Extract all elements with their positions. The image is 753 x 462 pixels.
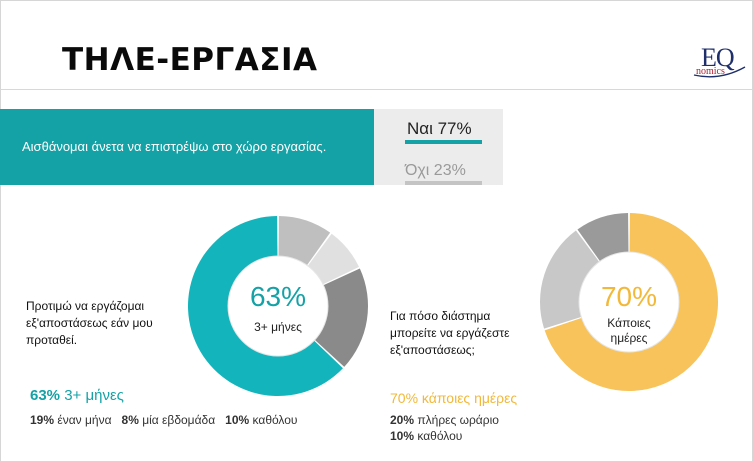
yes-underline — [405, 140, 482, 144]
left-detail-label: μία εβδομάδα — [138, 413, 216, 427]
statement-banner — [0, 109, 374, 185]
right-detail-row: 20% πλήρες ωράριο — [390, 412, 499, 428]
left-donut-slice — [305, 233, 360, 286]
left-detail-label: έναν μήνα — [54, 413, 112, 427]
right-donut-hole — [578, 251, 680, 353]
left-center-label: 3+ μήνες — [254, 320, 302, 334]
logo-eq-text: EQ — [701, 43, 735, 72]
right-detail-label: πλήρες ωράριο — [414, 413, 499, 427]
right-center-percent: 70% — [600, 281, 658, 312]
yes-answer: Ναι 77% — [407, 119, 472, 138]
left-detail-pct: 8% — [121, 413, 139, 427]
left-details: 19% έναν μήνα 8% μία εβδομάδα 10% καθόλο… — [30, 413, 298, 427]
right-center-label-1: Κάποιες — [607, 316, 651, 330]
left-donut-chart — [188, 216, 368, 396]
left-detail-label: καθόλου — [249, 413, 298, 427]
eqnomics-logo: EQ nomics — [690, 43, 746, 80]
right-center-label-2: ημέρες — [610, 331, 648, 345]
answers-panel — [374, 109, 503, 185]
left-summary-label: 3+ μήνες — [60, 387, 124, 404]
logo-swoosh-icon — [693, 66, 746, 78]
right-question: Για πόσο διάστημα μπορείτε να εργάζεστε … — [390, 309, 510, 357]
right-detail-row: 10% καθόλου — [390, 428, 499, 444]
statement-text: Αισθάνομαι άνετα να επιστρέψω στο χώρο ε… — [22, 139, 327, 154]
right-detail-pct: 10% — [390, 429, 415, 443]
title-divider — [0, 89, 753, 90]
right-details: 20% πλήρες ωράριο 10% καθόλου — [390, 412, 499, 444]
logo-nomics-text: nomics — [696, 66, 725, 77]
no-underline — [405, 181, 482, 185]
right-detail-label: καθόλου — [414, 429, 463, 443]
right-donut-slice — [544, 213, 718, 391]
left-detail-pct: 10% — [225, 413, 250, 427]
left-donut-slice — [188, 216, 343, 396]
right-donut-chart — [540, 213, 718, 391]
left-detail-pct: 19% — [30, 413, 55, 427]
page-title: ΤΗΛΕ-ΕΡΓΑΣΙΑ — [62, 42, 318, 78]
left-donut-hole — [227, 255, 329, 357]
right-donut-slice — [577, 213, 629, 265]
no-answer: Όχι 23% — [405, 162, 466, 179]
right-summary: 70% κάποιες ημέρες — [390, 390, 518, 406]
right-donut-slice — [540, 230, 602, 329]
left-center-percent: 63% — [249, 281, 307, 312]
left-question: Προτιμώ να εργάζομαι εξ'αποστάσεως εάν μ… — [26, 299, 153, 347]
left-summary: 63% 3+ μήνες — [30, 387, 124, 404]
left-donut-slice — [278, 216, 331, 269]
right-detail-pct: 20% — [390, 413, 415, 427]
left-summary-pct: 63% — [30, 387, 61, 404]
